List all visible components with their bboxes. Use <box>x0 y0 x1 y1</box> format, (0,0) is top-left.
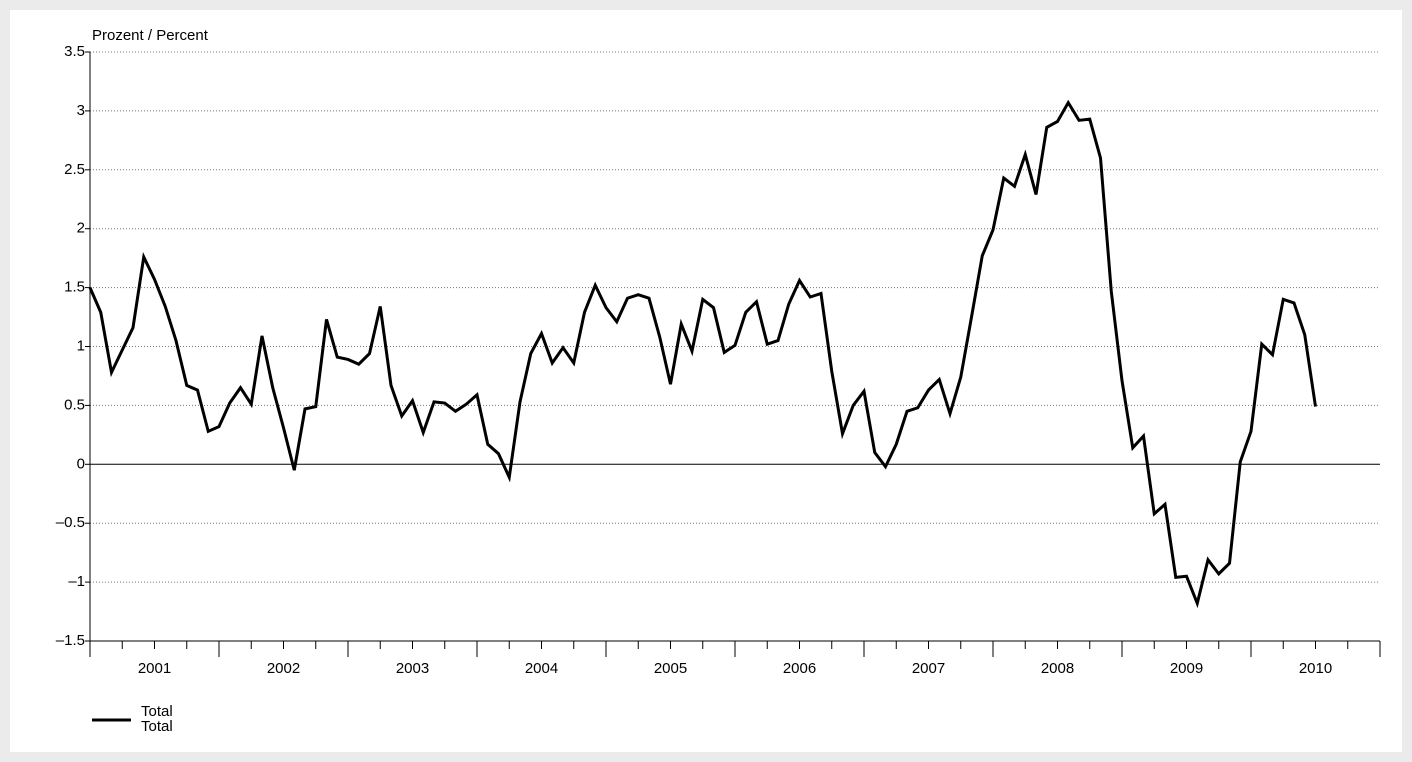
y-tick-label: 1 <box>77 337 85 354</box>
y-axis-label: Prozent / Percent <box>92 27 209 44</box>
y-tick-label: 0.5 <box>64 396 85 413</box>
x-tick-label: 2004 <box>525 660 558 677</box>
y-tick-label: 3 <box>77 102 85 119</box>
panel <box>10 10 1402 752</box>
y-tick-label: 1.5 <box>64 279 85 296</box>
x-tick-label: 2003 <box>396 660 429 677</box>
x-tick-label: 2008 <box>1041 660 1074 677</box>
x-tick-label: 2002 <box>267 660 300 677</box>
x-tick-label: 2009 <box>1170 660 1203 677</box>
x-tick-label: 2006 <box>783 660 816 677</box>
legend-label: Total <box>141 718 173 735</box>
y-tick-label: –1 <box>68 573 85 590</box>
y-tick-label: 0 <box>77 455 85 472</box>
y-tick-label: –0.5 <box>56 514 85 531</box>
y-tick-label: –1.5 <box>56 632 85 649</box>
x-tick-label: 2007 <box>912 660 945 677</box>
legend-label: Total <box>141 703 173 720</box>
y-tick-label: 2.5 <box>64 161 85 178</box>
series-line <box>88 99 1317 609</box>
y-tick-label: 2 <box>77 220 85 237</box>
y-tick-label: 3.5 <box>64 43 85 60</box>
x-tick-label: 2005 <box>654 660 687 677</box>
x-tick-label: 2001 <box>138 660 171 677</box>
x-tick-label: 2010 <box>1299 660 1332 677</box>
